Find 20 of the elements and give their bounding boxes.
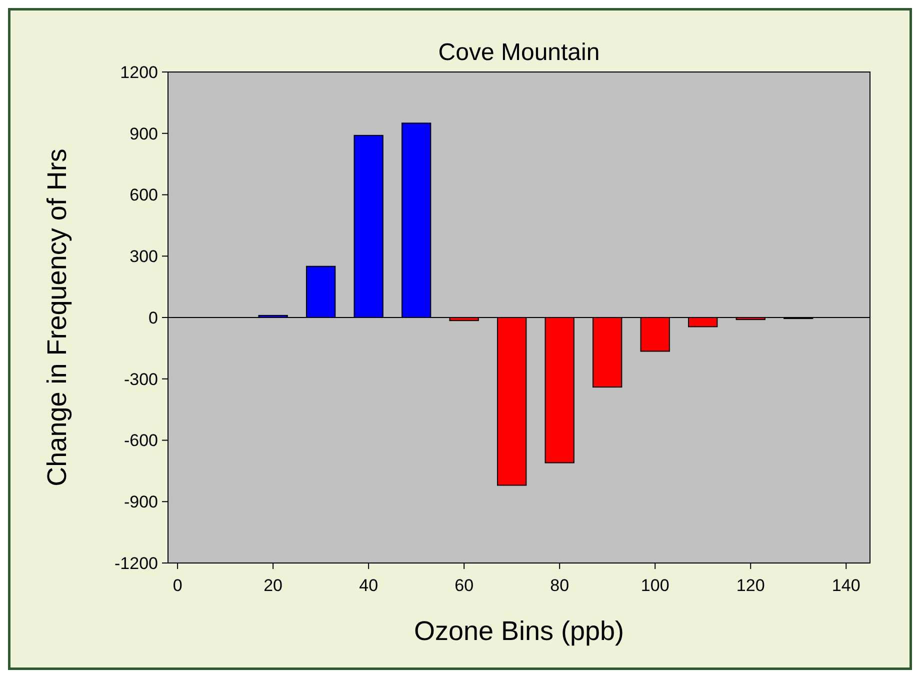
y-tick-label: -1200 <box>114 554 158 573</box>
x-tick-label: 40 <box>359 576 378 595</box>
y-tick-label: 300 <box>130 247 158 266</box>
y-axis-title: Change in Frequency of Hrs <box>42 148 72 486</box>
x-tick-label: 140 <box>832 576 860 595</box>
y-tick-label: 900 <box>130 124 158 144</box>
x-tick-label: 120 <box>736 576 765 595</box>
y-tick-label: 600 <box>130 186 158 205</box>
y-tick-label: -900 <box>124 492 158 512</box>
y-tick-label: -300 <box>124 370 158 389</box>
y-tick-label: 0 <box>148 308 158 328</box>
x-tick-label: 20 <box>264 576 283 595</box>
chart-title: Cove Mountain <box>438 39 600 66</box>
y-tick-label: -600 <box>124 431 158 450</box>
y-tick-label: 1200 <box>120 62 158 82</box>
x-tick-label: 100 <box>640 576 670 595</box>
x-tick-label: 0 <box>172 576 182 595</box>
x-axis-title: Ozone Bins (ppb) <box>414 616 624 646</box>
x-tick-label: 60 <box>454 576 474 595</box>
x-tick-label: 80 <box>550 576 570 595</box>
